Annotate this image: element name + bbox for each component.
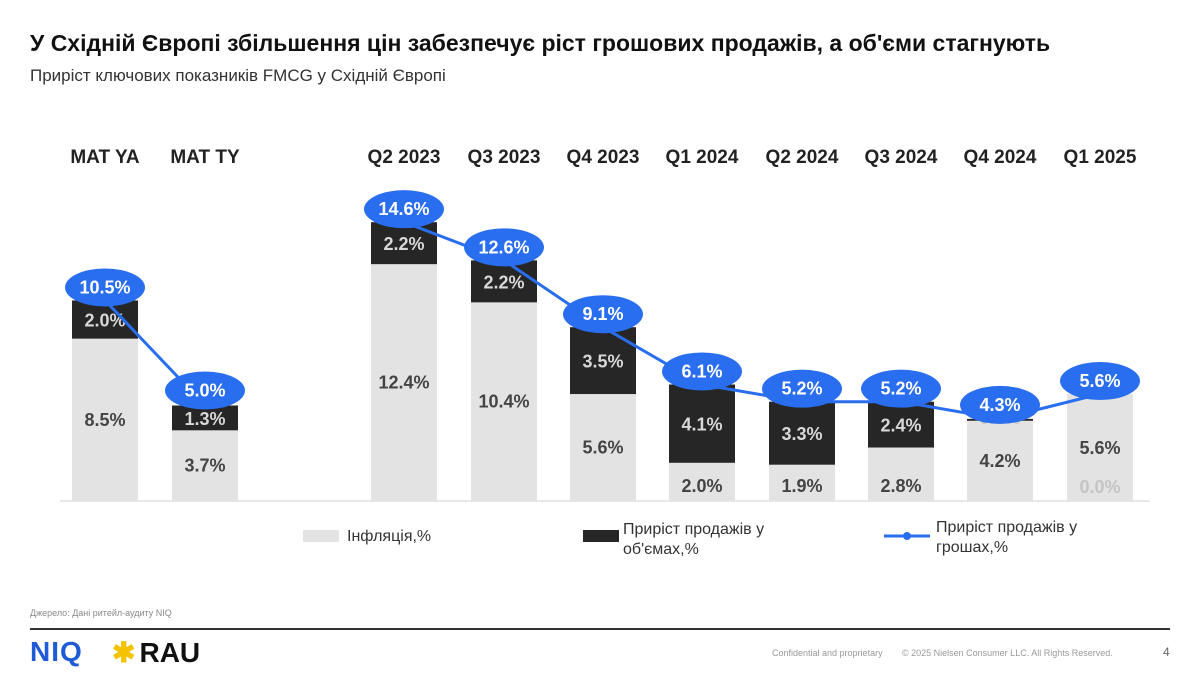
line-marker-bubble — [861, 369, 941, 408]
legend-swatch-volume — [583, 530, 619, 542]
category-label: Q2 2023 — [368, 147, 441, 168]
legend-label-volume-line2: об'ємах,% — [623, 541, 699, 558]
data-label-value-growth: 10.5% — [79, 277, 130, 297]
category-label: Q1 2025 — [1064, 147, 1137, 168]
category-label: MAT YA — [70, 147, 140, 168]
category-label: Q4 2023 — [567, 147, 640, 168]
page-number: 4 — [1163, 645, 1170, 659]
page-subtitle: Приріст ключових показників FMCG у Східн… — [30, 66, 446, 85]
legend-label-value-line1: Приріст продажів у — [936, 519, 1078, 536]
rau-logo-text: RAU — [139, 637, 201, 668]
bar-volume — [471, 260, 537, 303]
footer-divider — [30, 628, 1170, 630]
legend-swatch-value-line — [884, 532, 930, 540]
data-label-volume: 2.2% — [483, 272, 524, 292]
data-label-inflation: 10.4% — [478, 392, 529, 412]
line-marker-bubble — [464, 228, 544, 267]
data-label-inflation: 1.9% — [781, 476, 822, 496]
category-label: Q3 2024 — [865, 147, 938, 168]
data-label-inflation: 4.2% — [979, 451, 1020, 471]
bar-volume — [868, 401, 934, 448]
line-marker-bubble — [165, 371, 245, 410]
line-marker-bubble — [960, 385, 1040, 424]
data-label-volume: 2.0% — [84, 311, 125, 331]
copyright-note: © 2025 Nielsen Consumer LLC. All Rights … — [902, 648, 1113, 658]
data-label-inflation: 2.8% — [880, 476, 921, 496]
line-marker-bubble — [1060, 362, 1140, 401]
line-marker-bubble — [563, 295, 643, 334]
data-label-inflation: 8.5% — [84, 410, 125, 430]
bar-volume — [669, 384, 735, 463]
data-label-inflation: 12.4% — [378, 373, 429, 393]
data-label-volume: 0.0% — [1079, 477, 1120, 497]
line-marker-bubble — [65, 268, 145, 307]
data-label-volume: 2.4% — [880, 416, 921, 436]
confidential-note: Confidential and proprietary — [772, 648, 883, 658]
bar-inflation — [1067, 394, 1133, 501]
data-label-value-growth: 14.6% — [378, 199, 429, 219]
data-label-volume: 1.3% — [184, 409, 225, 429]
data-label-volume: 4.1% — [681, 415, 722, 435]
bar-inflation — [371, 264, 437, 501]
data-label-volume: 3.3% — [781, 424, 822, 444]
data-label-inflation: 2.0% — [681, 476, 722, 496]
legend-label-inflation: Інфляція,% — [347, 528, 432, 545]
legend-label-volume-line1: Приріст продажів у — [623, 521, 765, 538]
bar-inflation — [172, 430, 238, 501]
rau-logo: ✱ RAU — [112, 636, 200, 669]
bar-volume — [769, 401, 835, 465]
legend-label-value: Приріст продажів у грошах,% — [936, 518, 1077, 558]
data-label-volume: 3.5% — [582, 352, 623, 372]
page-title: У Східній Європі збільшення цін забезпеч… — [30, 30, 1051, 56]
bar-inflation — [72, 338, 138, 501]
line-marker-bubble — [364, 190, 444, 229]
stacked-bar-line-chart: MAT YA 8.5% 2.0% MAT TY 3.7% 1.3% Q2 2023 12.4%… — [60, 147, 1150, 502]
data-label-inflation: 3.7% — [184, 456, 225, 476]
bar-inflation — [669, 462, 735, 501]
line-marker-bubble — [662, 352, 742, 391]
legend-label-volume: Приріст продажів у об'ємах,% — [623, 520, 764, 560]
bar-volume — [72, 300, 138, 339]
rau-star-icon: ✱ — [112, 637, 136, 668]
bar-inflation — [967, 420, 1033, 501]
data-label-volume: 2.2% — [383, 234, 424, 254]
bar-inflation — [570, 394, 636, 501]
legend-swatch-inflation — [303, 530, 339, 542]
bar-inflation — [471, 302, 537, 501]
line-marker-bubble — [762, 369, 842, 408]
data-label-value-growth: 5.2% — [781, 379, 822, 399]
niq-logo: NIQ — [30, 636, 83, 667]
category-label: Q2 2024 — [766, 147, 839, 168]
data-label-inflation: 5.6% — [582, 438, 623, 458]
bar-inflation — [769, 464, 835, 501]
data-label-value-growth: 12.6% — [478, 237, 529, 257]
legend-label-value-line2: грошах,% — [936, 539, 1009, 556]
data-label-value-growth: 9.1% — [582, 304, 623, 324]
data-label-value-growth: 6.1% — [681, 361, 722, 381]
data-label-value-growth: 5.2% — [880, 379, 921, 399]
bar-volume — [172, 405, 238, 431]
data-label-value-growth: 4.3% — [979, 395, 1020, 415]
data-label-value-growth: 5.6% — [1079, 371, 1120, 391]
category-label: Q1 2024 — [666, 147, 739, 168]
data-label-value-growth: 5.0% — [184, 381, 225, 401]
category-label: Q3 2023 — [468, 147, 541, 168]
bar-inflation — [868, 447, 934, 501]
data-label-inflation: 5.6% — [1079, 438, 1120, 458]
source-note: Джерело: Дані ритейл-аудиту NIQ — [30, 608, 172, 618]
category-label: Q4 2024 — [964, 147, 1037, 168]
category-label: MAT TY — [170, 147, 240, 168]
